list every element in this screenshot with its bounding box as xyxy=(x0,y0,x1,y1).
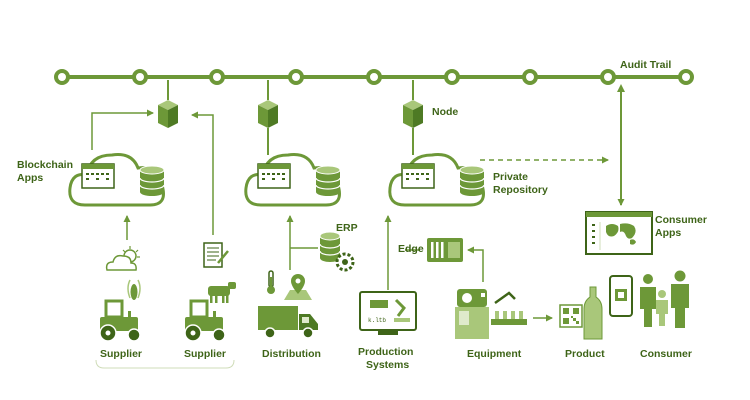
blockchain-apps-label-line2: Apps xyxy=(17,172,43,184)
map-pin-icon xyxy=(284,274,312,300)
tractor-icon xyxy=(99,299,141,342)
gear-icon xyxy=(335,252,355,272)
erp-database-icon xyxy=(319,231,341,262)
database-icon xyxy=(139,165,165,196)
edge-label: Edge xyxy=(398,243,424,255)
production-systems-label-line2: Systems xyxy=(366,359,409,371)
person-icon xyxy=(656,290,668,326)
edge-device-icon xyxy=(427,238,463,262)
document-icon xyxy=(203,242,229,268)
private-repository-label-line2: Repository xyxy=(493,184,548,196)
phone-icon xyxy=(609,275,633,317)
production-systems-label-line1: Production xyxy=(358,346,413,358)
blockchain-apps-label-line1: Blockchain xyxy=(17,159,73,171)
tractor-icon xyxy=(184,299,226,342)
blockchain-timeline: Audit Trail xyxy=(54,59,694,85)
machine-icon xyxy=(455,289,527,339)
chain-node-icon xyxy=(444,69,460,85)
blockchain-cube-icon xyxy=(158,100,178,128)
bottle-icon xyxy=(583,286,603,340)
corn-icon xyxy=(127,279,141,300)
cow-icon xyxy=(208,282,236,303)
arrow-equipment-edge xyxy=(467,246,484,282)
node-label: Node xyxy=(432,106,458,118)
robot-monitor-icon: k.ltb xyxy=(359,291,417,335)
cloud-group-3 xyxy=(388,153,485,207)
chain-node-icon xyxy=(132,69,148,85)
database-icon xyxy=(315,165,341,196)
chain-node-icon xyxy=(288,69,304,85)
database-icon xyxy=(459,165,485,196)
screen-text: k.ltb xyxy=(368,317,386,324)
equipment-label: Equipment xyxy=(467,348,522,360)
blockchain-cube-icon xyxy=(258,100,278,128)
chain-node-icon xyxy=(54,69,70,85)
arrow-supplier-doc-up xyxy=(191,111,214,235)
thermometer-icon xyxy=(267,270,275,294)
consumer-apps-label-line1: Consumer xyxy=(655,214,707,226)
blockchain-cube-icon xyxy=(403,100,423,128)
cloud-group-2 xyxy=(244,153,341,207)
supplier-bracket xyxy=(95,359,235,369)
supplier-label-1: Supplier xyxy=(100,348,142,360)
weather-icon xyxy=(105,246,140,271)
world-map-icon xyxy=(585,211,653,255)
distribution-label: Distribution xyxy=(262,348,321,360)
private-repository-label-line1: Private xyxy=(493,171,528,183)
qr-code-icon xyxy=(559,304,583,328)
product-label: Product xyxy=(565,348,605,360)
person-icon xyxy=(671,270,689,328)
chain-node-icon xyxy=(522,69,538,85)
chain-node-icon xyxy=(600,69,616,85)
chain-node-icon xyxy=(678,69,694,85)
erp-label: ERP xyxy=(336,222,358,234)
chain-node-icon xyxy=(209,69,225,85)
consumer-label: Consumer xyxy=(640,348,692,360)
audit-trail-label: Audit Trail xyxy=(620,59,671,71)
chain-node-icon xyxy=(366,69,382,85)
arrow-left-to-cube xyxy=(91,109,154,150)
truck-icon xyxy=(258,306,318,339)
supplier-label-2: Supplier xyxy=(184,348,226,360)
consumer-apps-label-line2: Apps xyxy=(655,227,681,239)
cloud-group-1 xyxy=(68,153,165,207)
person-icon xyxy=(640,274,656,327)
